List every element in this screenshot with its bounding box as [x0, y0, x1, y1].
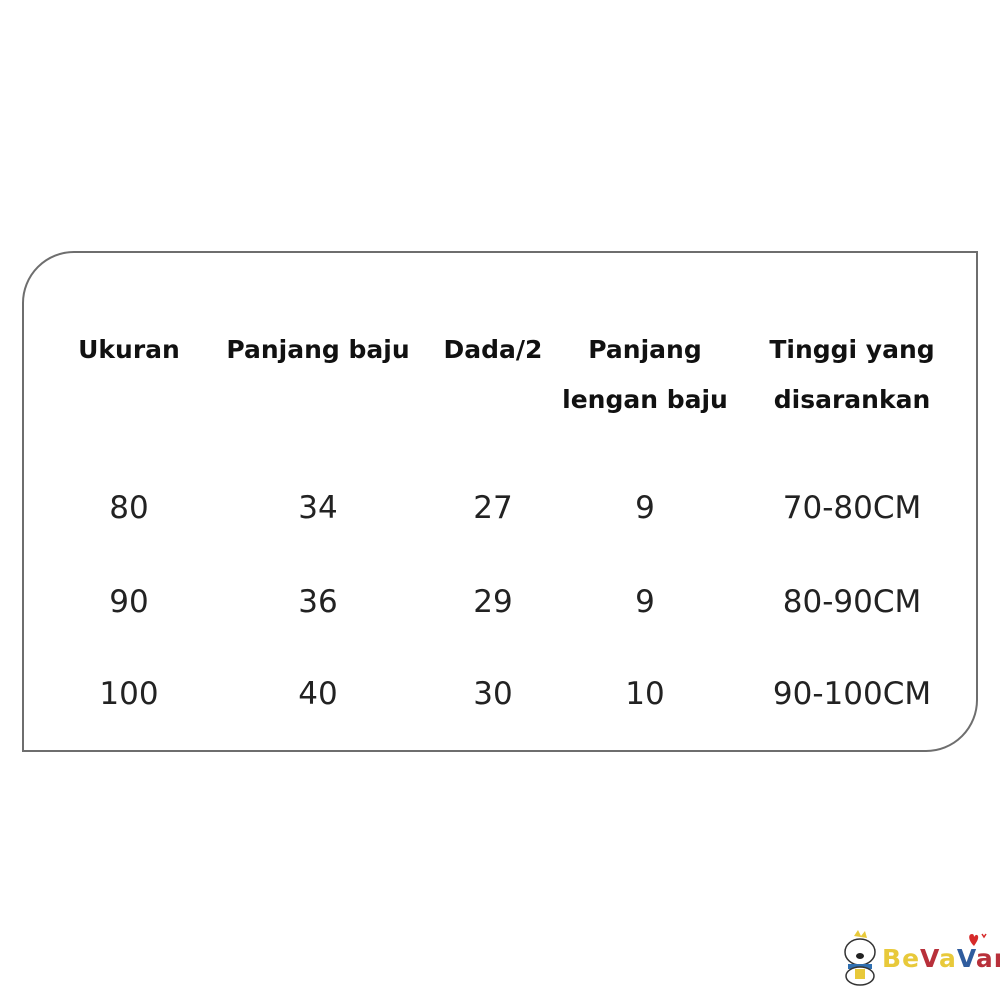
table-cell: 9 [635, 584, 655, 620]
size-chart-table [22, 251, 978, 752]
table-cell: 80 [109, 490, 149, 526]
column-header: Ukuran [78, 325, 180, 375]
table-cell: 27 [473, 490, 513, 526]
table-cell: 34 [298, 490, 338, 526]
logo-text: BeVaVar [882, 944, 1000, 973]
table-cell: 100 [99, 676, 159, 712]
table-cell: 10 [625, 676, 665, 712]
table-cell: 29 [473, 584, 513, 620]
reindeer-mascot-icon [844, 930, 876, 986]
column-header-line: Dada/2 [443, 335, 543, 364]
column-header-line: lengan baju [562, 385, 728, 414]
column-header-line: Panjang [588, 335, 702, 364]
heart-icon [969, 933, 987, 946]
column-header-line: Ukuran [78, 335, 180, 364]
table-cell: 70-80CM [782, 490, 922, 526]
table-cell: 80-90CM [782, 584, 922, 620]
column-header-line: disarankan [773, 385, 931, 414]
table-cell: 9 [635, 490, 655, 526]
table-cell: 40 [298, 676, 338, 712]
table-cell: 36 [298, 584, 338, 620]
column-header-line: Tinggi yang [769, 335, 935, 364]
table-cell: 30 [473, 676, 513, 712]
bevavar-logo: BeVaVar [838, 928, 1000, 988]
column-header: Tinggi yang disarankan [769, 325, 934, 425]
column-header: Dada/2 [444, 325, 543, 375]
column-header: Panjang baju [226, 325, 409, 375]
table-cell: 90 [109, 584, 149, 620]
column-header-line: Panjang baju [226, 335, 410, 364]
table-cell: 90-100CM [772, 676, 932, 712]
column-header: Panjang lengan baju [562, 325, 728, 425]
